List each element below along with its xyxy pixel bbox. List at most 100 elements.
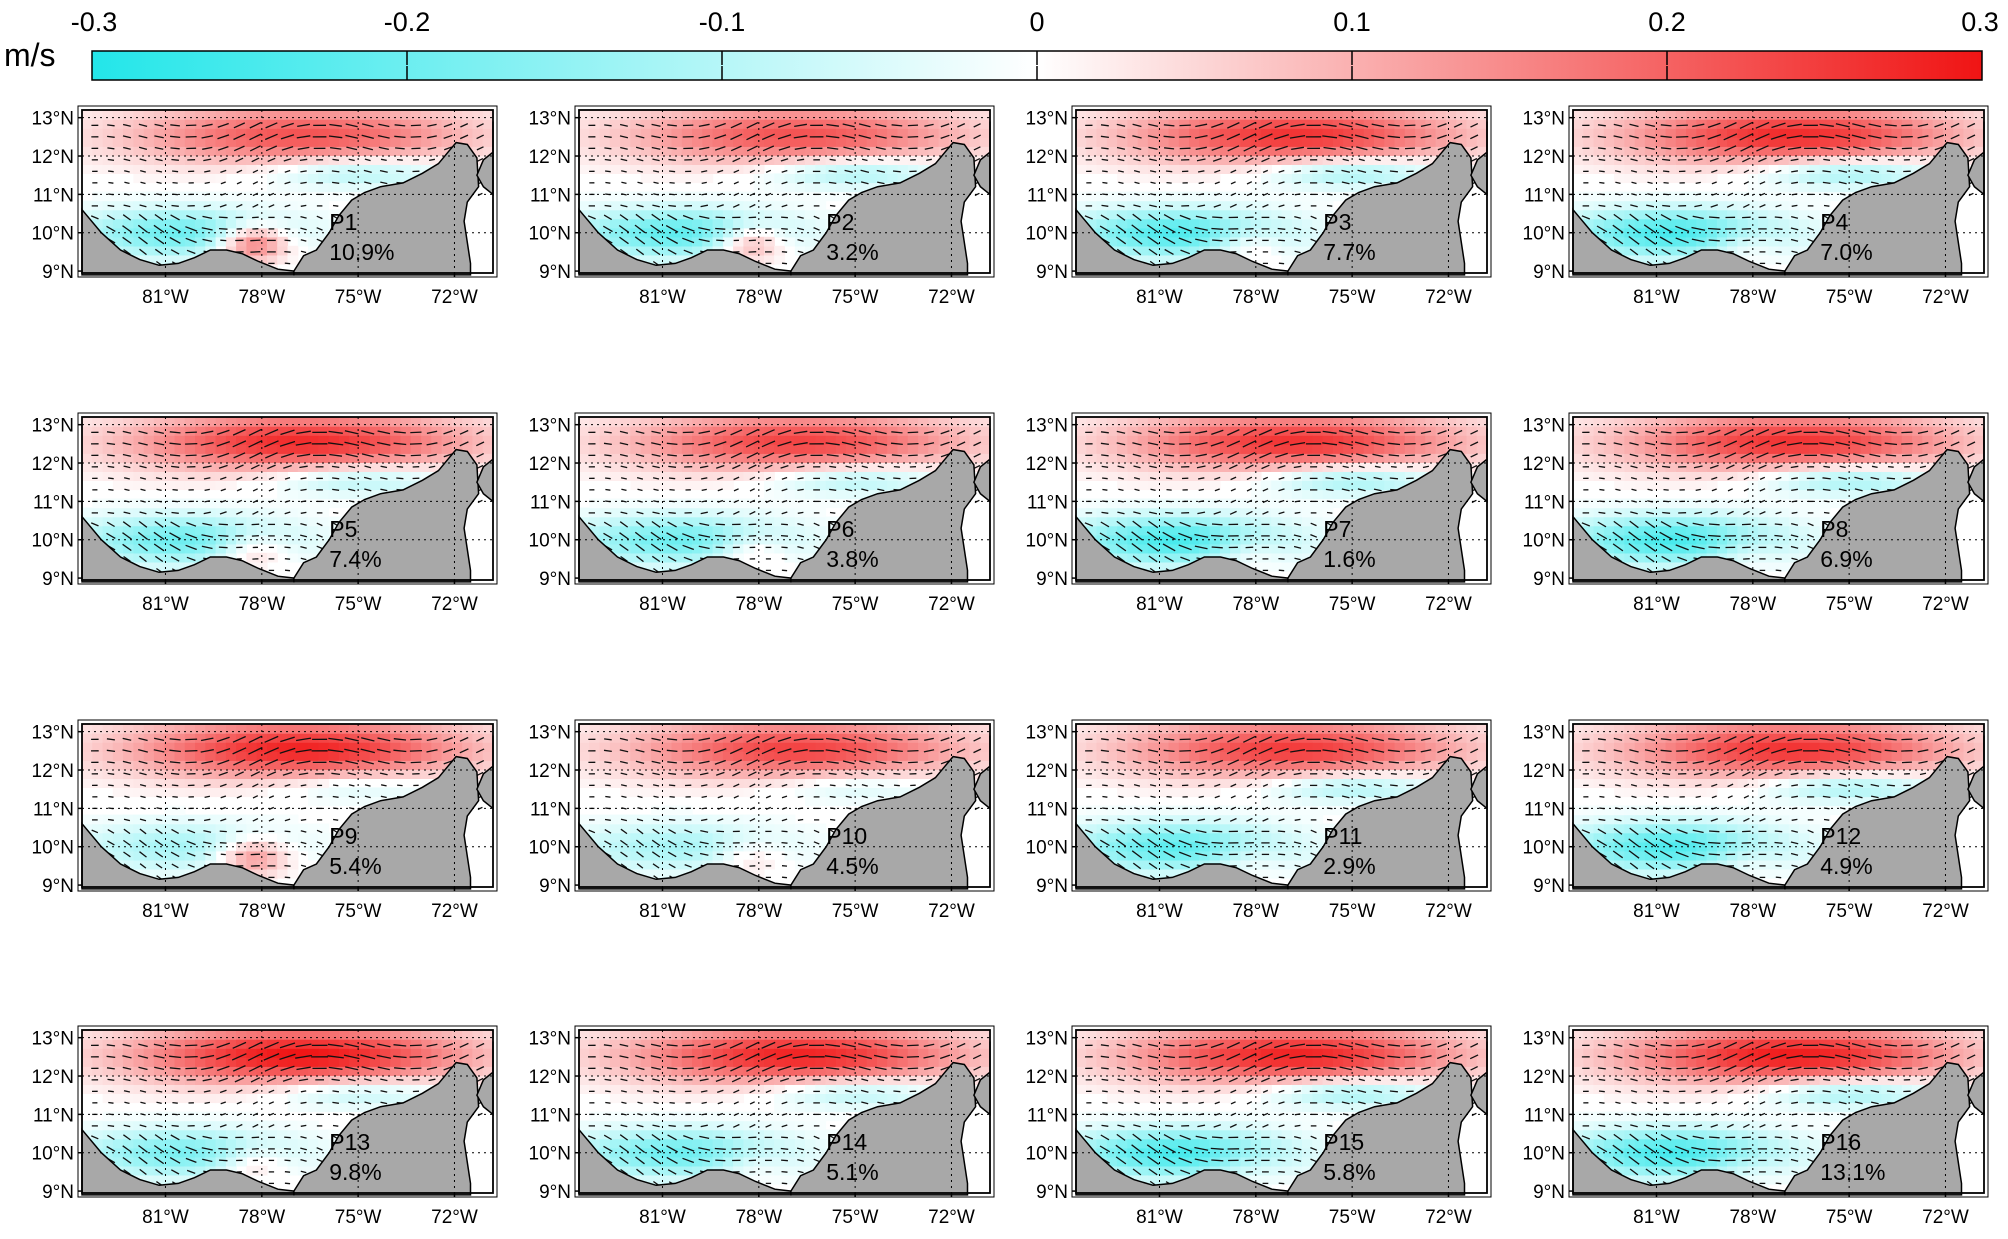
field-cell — [907, 146, 919, 156]
pattern-panel-p6: 13°N12°N11°N10°N9°N81°W 78°W 75°W 72°WP63.8… — [529, 412, 995, 615]
field-cell — [630, 417, 642, 427]
field-cell — [236, 137, 247, 147]
vector-arrow — [762, 122, 775, 129]
vector-arrow — [635, 213, 645, 222]
vector-arrow — [861, 158, 868, 162]
field-cell — [1384, 146, 1396, 156]
field-cell — [482, 417, 494, 427]
field-cell — [1086, 191, 1098, 202]
vector-arrow — [138, 236, 148, 245]
field-cell — [1394, 146, 1406, 156]
vector-arrow — [1212, 216, 1223, 219]
field-cell — [650, 209, 662, 220]
field-cell — [1634, 200, 1646, 211]
vector-arrow — [1278, 204, 1285, 208]
field-cell — [112, 525, 124, 536]
field-cell — [825, 119, 837, 129]
field-cell — [1603, 164, 1615, 174]
field-cell — [102, 498, 114, 509]
field-cell — [1788, 173, 1800, 184]
field-cell — [805, 227, 816, 238]
vector-arrow — [138, 135, 148, 139]
field-cell — [794, 236, 806, 247]
vector-arrow — [1116, 213, 1126, 221]
field-cell — [1096, 137, 1108, 147]
vector-arrow — [1242, 133, 1257, 141]
vector-arrow — [217, 145, 229, 151]
field-cell — [784, 236, 796, 247]
field-cell — [784, 480, 796, 491]
vector-arrow — [1676, 124, 1688, 127]
field-cell — [1466, 110, 1478, 120]
field-cell — [297, 444, 309, 454]
field-cell — [630, 218, 642, 229]
field-cell — [1829, 191, 1841, 202]
field-cell — [794, 128, 806, 138]
field-cell — [390, 110, 402, 120]
vector-arrow — [1229, 157, 1238, 163]
field-cell — [92, 110, 104, 120]
field-cell — [174, 209, 186, 220]
field-cell — [380, 417, 391, 427]
field-cell — [609, 462, 621, 472]
vector-arrow — [665, 225, 679, 233]
vector-arrow — [459, 134, 469, 140]
field-cell — [579, 209, 590, 220]
field-cell — [164, 164, 176, 174]
field-cell — [123, 227, 134, 238]
vector-arrow — [218, 523, 228, 526]
vector-arrow — [844, 169, 853, 173]
vector-arrow — [1198, 181, 1204, 185]
vector-arrow — [170, 249, 180, 255]
vector-arrow — [348, 181, 356, 185]
field-cell — [1686, 137, 1697, 147]
field-cell — [918, 444, 929, 454]
field-cell — [661, 209, 673, 220]
field-cell — [1476, 128, 1488, 138]
field-cell — [1096, 155, 1108, 165]
field-cell — [692, 507, 703, 518]
field-cell — [338, 173, 350, 184]
field-cell — [650, 236, 662, 247]
field-cell — [897, 471, 909, 481]
field-cell — [897, 426, 909, 436]
field-cell — [451, 137, 463, 147]
field-cell — [784, 200, 796, 211]
field-cell — [1425, 137, 1437, 147]
field-cell — [225, 209, 237, 220]
vector-arrow — [604, 204, 612, 207]
field-cell — [692, 227, 703, 238]
vector-arrow — [1243, 145, 1256, 152]
field-cell — [184, 173, 196, 184]
field-cell — [338, 182, 350, 193]
field-cell — [753, 191, 765, 202]
field-cell — [410, 426, 422, 436]
vector-arrow — [267, 157, 276, 163]
field-cell — [1332, 164, 1344, 174]
vector-arrow — [220, 169, 227, 174]
field-cell — [856, 146, 868, 156]
field-cell — [681, 471, 693, 481]
vector-arrow — [1294, 170, 1302, 173]
field-cell — [143, 173, 155, 184]
field-cell — [400, 471, 412, 481]
field-cell — [1425, 146, 1437, 156]
field-cell — [1686, 119, 1697, 129]
vector-arrow — [331, 170, 340, 173]
field-cell — [856, 110, 868, 120]
vector-arrow — [636, 204, 644, 208]
field-cell — [287, 110, 299, 120]
field-cell — [1137, 245, 1149, 256]
field-cell — [1583, 209, 1595, 220]
vector-arrow — [107, 124, 115, 127]
vector-arrow — [668, 204, 676, 207]
field-cell — [1456, 110, 1468, 120]
field-cell — [1230, 146, 1241, 156]
vector-arrow — [172, 181, 178, 184]
field-cell — [640, 417, 652, 427]
field-cell — [82, 137, 93, 147]
pattern-percent: 7.0% — [1820, 239, 1872, 265]
field-cell — [805, 444, 816, 454]
field-cell — [1737, 164, 1749, 174]
field-cell — [650, 498, 662, 509]
